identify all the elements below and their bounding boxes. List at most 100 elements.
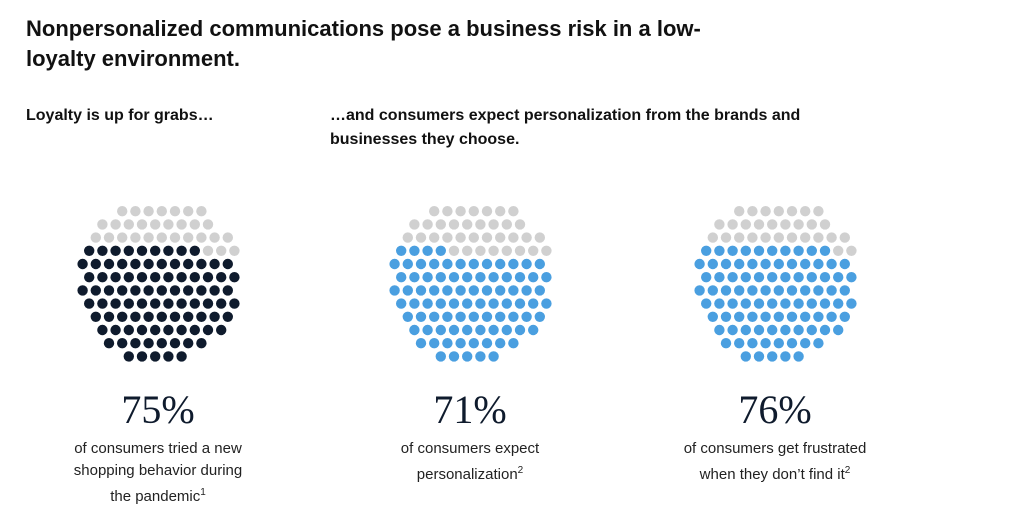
- dot-filled: [103, 285, 115, 296]
- dot-filled: [396, 298, 407, 309]
- dot-filled: [720, 258, 732, 270]
- dot-filled: [169, 311, 181, 322]
- dot-filled: [222, 285, 233, 296]
- dot-filled: [150, 298, 161, 309]
- dot-filled: [150, 245, 161, 256]
- dot-filled: [84, 245, 95, 256]
- dot-filled: [435, 245, 446, 256]
- dot-filled: [442, 285, 453, 296]
- dot-filled: [495, 311, 506, 322]
- dot-empty: [481, 206, 493, 217]
- dot-filled: [156, 258, 167, 270]
- dot-empty: [455, 232, 466, 243]
- dot-empty: [521, 232, 532, 243]
- dot-chart-frustrated: [694, 206, 857, 362]
- dot-empty: [541, 245, 552, 256]
- dot-filled: [800, 338, 811, 349]
- dot-filled: [435, 298, 446, 309]
- dot-filled: [800, 258, 811, 270]
- dot-filled: [222, 311, 233, 322]
- dot-filled: [97, 245, 108, 256]
- dot-empty: [813, 232, 824, 243]
- dot-filled: [481, 285, 493, 296]
- dot-filled: [136, 245, 148, 256]
- dot-filled: [514, 324, 526, 336]
- dot-filled: [780, 245, 791, 256]
- dot-filled: [429, 311, 440, 322]
- dot-empty: [123, 219, 134, 230]
- dot-filled: [415, 338, 427, 349]
- dot-empty: [734, 232, 745, 243]
- dot-empty: [130, 232, 141, 243]
- dot-filled: [216, 272, 227, 283]
- dot-filled: [150, 272, 161, 283]
- dot-filled: [800, 311, 811, 322]
- dot-filled: [396, 272, 407, 283]
- dot-filled: [767, 245, 778, 256]
- dot-filled: [793, 351, 804, 362]
- dot-filled: [786, 285, 798, 296]
- dot-empty: [429, 232, 440, 243]
- dot-filled: [189, 272, 200, 283]
- dot-filled: [753, 245, 765, 256]
- dot-filled: [110, 298, 121, 309]
- percentage-label: 71%: [433, 387, 507, 432]
- dot-empty: [514, 219, 526, 230]
- dot-filled: [819, 324, 831, 336]
- dot-filled: [455, 338, 466, 349]
- dot-empty: [402, 232, 413, 243]
- dot-filled: [534, 311, 545, 322]
- dot-filled: [143, 285, 154, 296]
- dot-filled: [786, 258, 798, 270]
- dot-filled: [130, 311, 141, 322]
- dot-empty: [462, 219, 473, 230]
- dot-filled: [103, 311, 115, 322]
- footnote-marker: 2: [844, 465, 851, 476]
- dot-filled: [448, 324, 460, 336]
- dot-empty: [786, 232, 798, 243]
- dot-empty: [455, 206, 466, 217]
- dot-filled: [163, 351, 174, 362]
- dot-filled: [209, 311, 220, 322]
- dot-filled: [707, 258, 718, 270]
- dot-empty: [720, 232, 732, 243]
- dot-empty: [475, 219, 486, 230]
- dot-filled: [110, 272, 121, 283]
- dot-filled: [720, 311, 732, 322]
- dot-filled: [508, 311, 519, 322]
- dot-filled: [734, 258, 745, 270]
- dot-filled: [786, 311, 798, 322]
- dot-filled: [780, 298, 791, 309]
- dot-empty: [442, 206, 453, 217]
- dot-filled: [793, 272, 804, 283]
- dot-filled: [429, 338, 440, 349]
- dot-filled: [202, 324, 214, 336]
- dot-empty: [216, 245, 227, 256]
- dot-filled: [176, 245, 187, 256]
- dot-filled: [455, 258, 466, 270]
- dot-empty: [196, 232, 207, 243]
- dot-empty: [481, 232, 493, 243]
- dot-filled: [183, 311, 194, 322]
- dot-filled: [422, 324, 433, 336]
- dot-filled: [77, 285, 88, 296]
- dot-empty: [143, 206, 154, 217]
- dot-filled: [183, 338, 194, 349]
- dot-filled: [176, 272, 187, 283]
- dot-empty: [753, 219, 765, 230]
- dot-filled: [747, 258, 758, 270]
- dot-filled: [123, 272, 134, 283]
- dot-filled: [833, 298, 844, 309]
- dot-filled: [773, 338, 784, 349]
- dot-filled: [169, 285, 181, 296]
- dot-empty: [415, 232, 427, 243]
- dot-filled: [448, 351, 460, 362]
- dot-filled: [196, 311, 207, 322]
- dot-filled: [442, 258, 453, 270]
- subhead-personalization: …and consumers expect personalization fr…: [330, 107, 801, 148]
- dot-filled: [813, 338, 824, 349]
- dot-filled: [760, 311, 771, 322]
- dot-empty: [97, 219, 108, 230]
- dot-empty: [209, 232, 220, 243]
- dot-filled: [727, 298, 738, 309]
